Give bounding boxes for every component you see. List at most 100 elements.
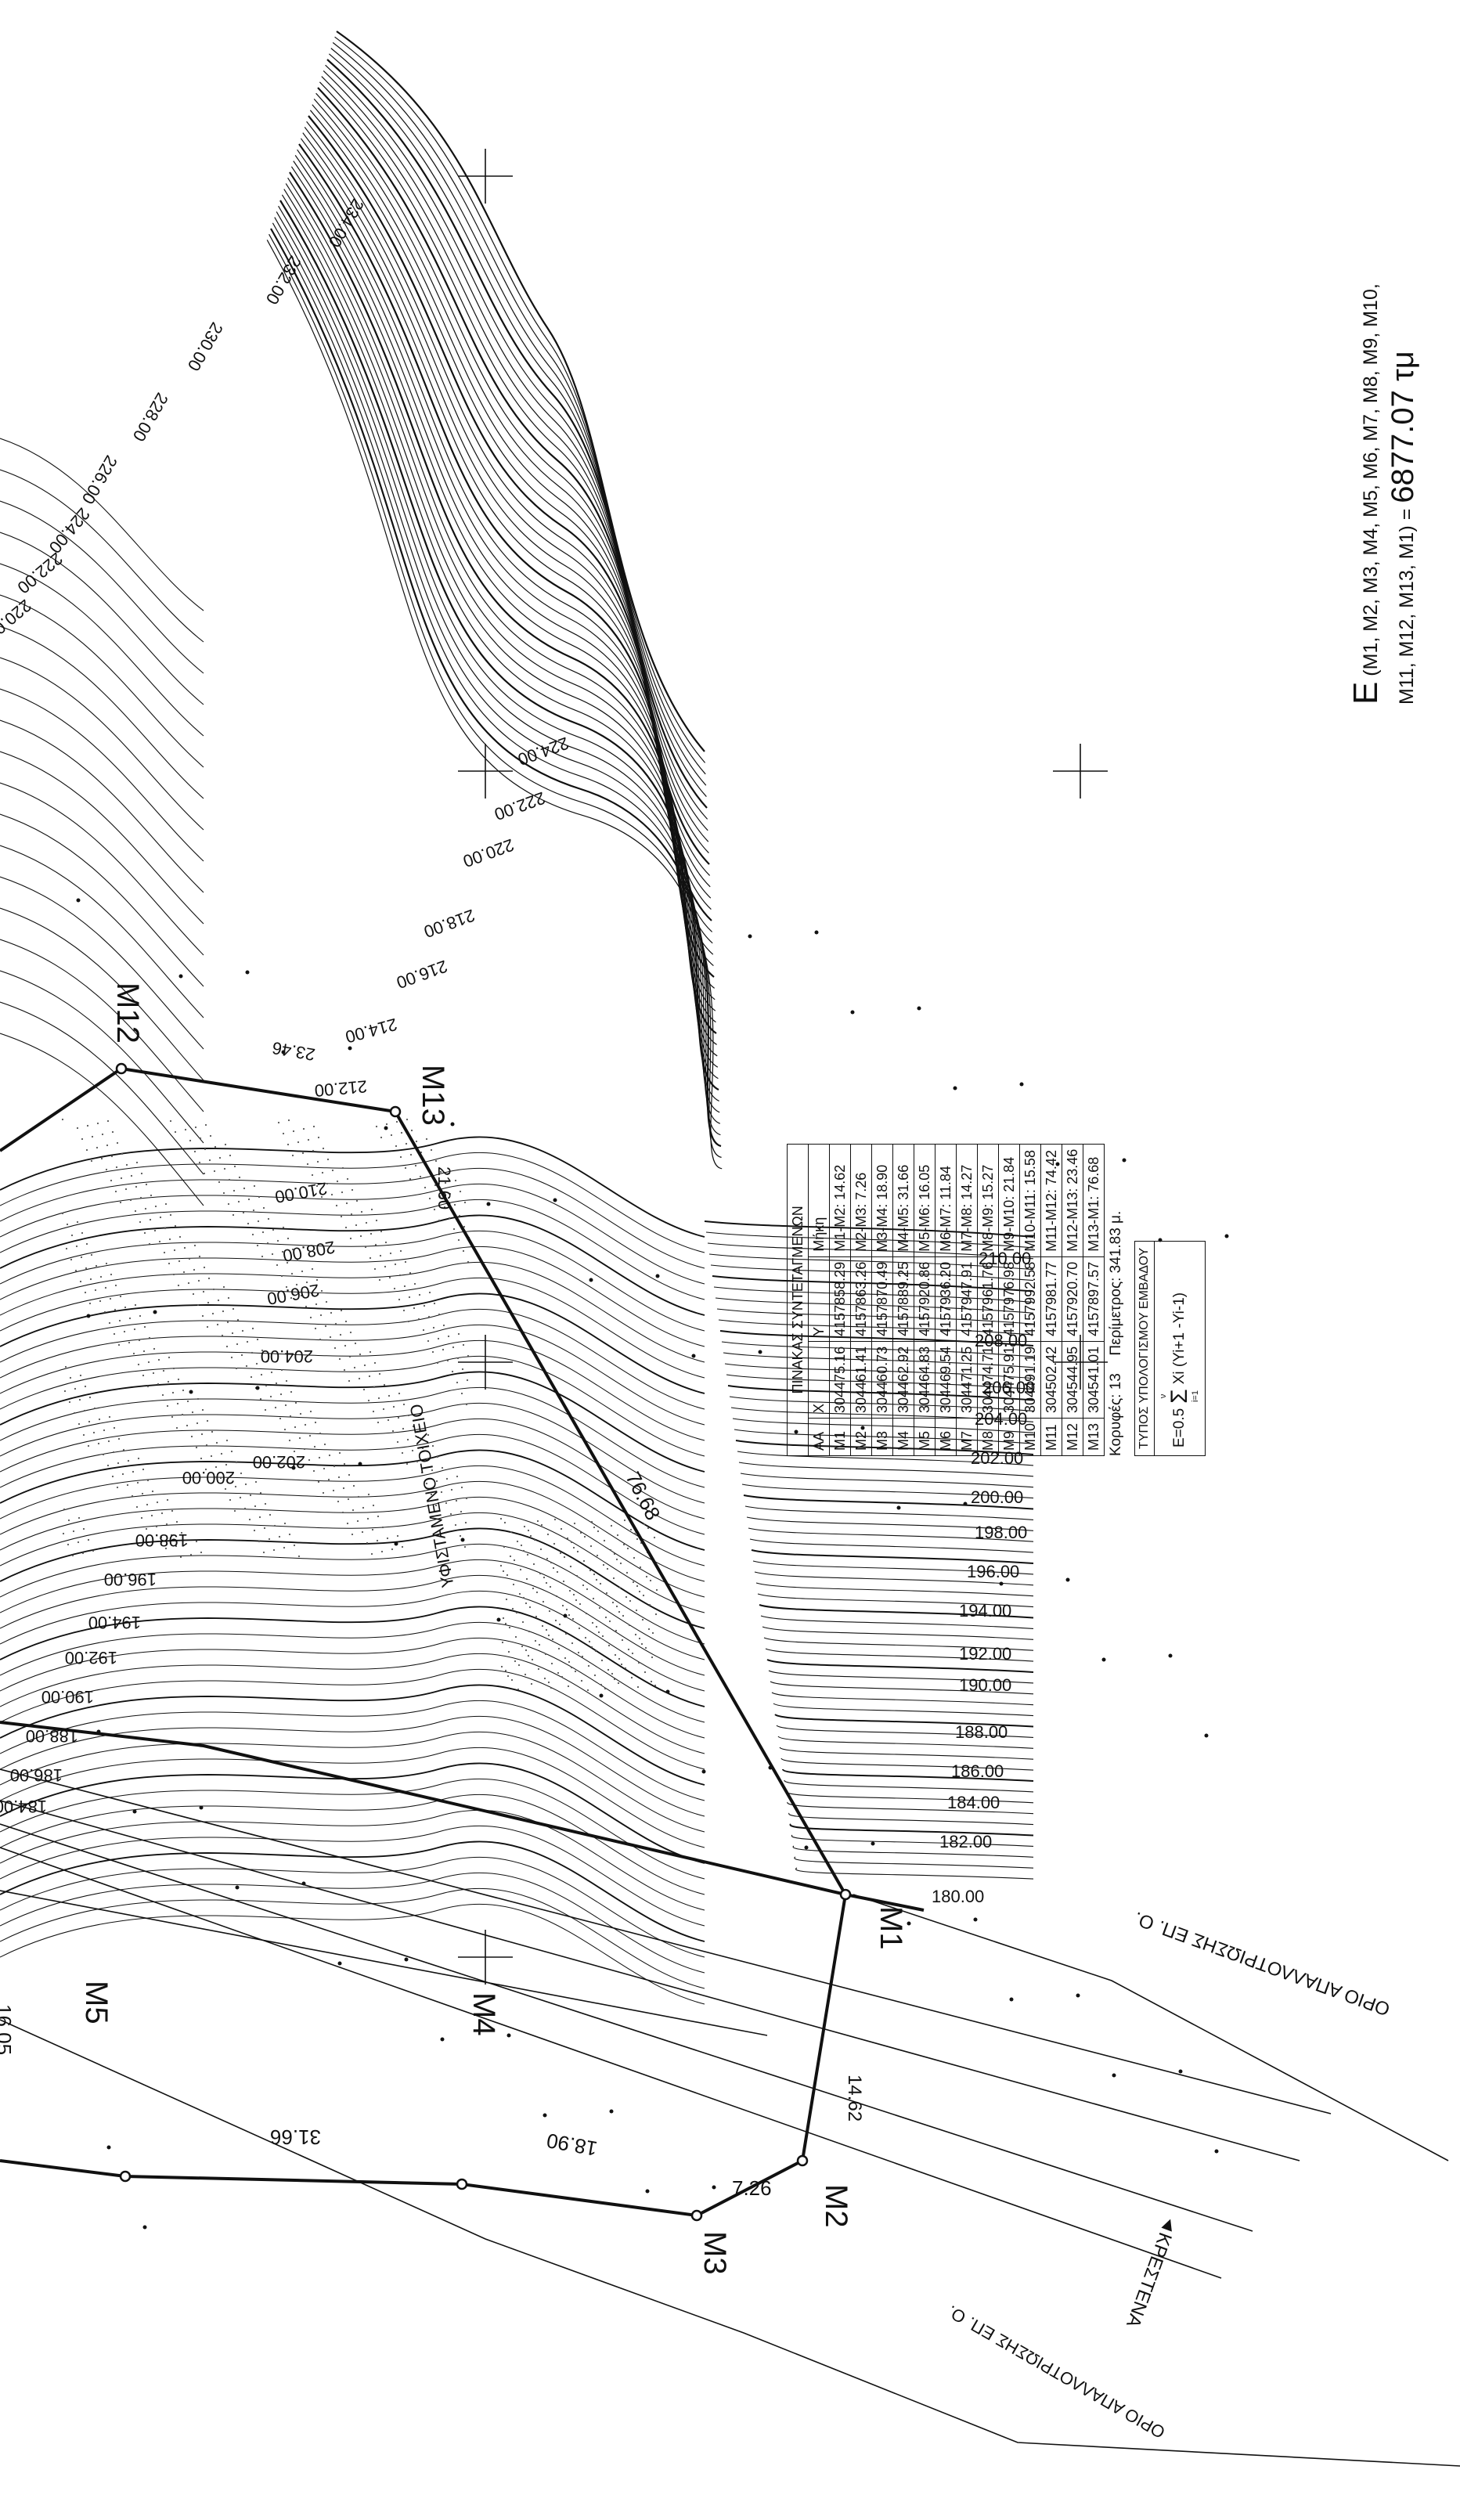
table-header-lengths: Μήκη bbox=[808, 1144, 830, 1257]
contour-line bbox=[0, 939, 204, 1112]
hatch-dot bbox=[610, 1524, 613, 1527]
hatch-dot bbox=[305, 1305, 308, 1308]
cell-aa: M9 bbox=[998, 1418, 1020, 1456]
hatch-dot bbox=[466, 1379, 469, 1382]
hatch-dot bbox=[641, 1618, 644, 1621]
hatch-dot bbox=[372, 1504, 375, 1507]
vertex-markers bbox=[115, 1062, 852, 2222]
hatch-dot bbox=[636, 1584, 639, 1588]
hatch-dot bbox=[313, 1445, 316, 1448]
hatch-dot bbox=[280, 1274, 283, 1278]
hatch-dot bbox=[118, 1319, 121, 1322]
hatch-dot bbox=[379, 1254, 382, 1257]
hatch-dot bbox=[92, 1431, 96, 1434]
hatch-dot bbox=[546, 1533, 550, 1536]
contour-line bbox=[741, 1484, 1034, 1499]
hatch-dot bbox=[448, 1217, 451, 1220]
hatch-dot bbox=[428, 1291, 431, 1294]
hatch-dot bbox=[298, 1437, 301, 1440]
contour-label: 198.00 bbox=[135, 1530, 188, 1550]
formula-expression: E=0.5 ν Σ i=1 Xi (Yi+1 -Yi-1) bbox=[1155, 1242, 1205, 1455]
contour-line bbox=[0, 1731, 705, 1833]
hatch-dot bbox=[341, 1511, 344, 1514]
hatch-dot bbox=[389, 1252, 392, 1255]
hatch-dot bbox=[136, 1481, 139, 1484]
spot-height bbox=[384, 1126, 388, 1130]
hatch-dot bbox=[388, 1394, 391, 1397]
hatch-dot bbox=[571, 1642, 574, 1645]
sigma-block: ν Σ i=1 bbox=[1159, 1389, 1200, 1404]
hatch-dot bbox=[243, 1507, 247, 1510]
cell-x: 304491.19 bbox=[1019, 1341, 1041, 1419]
hatch-dot bbox=[237, 1200, 240, 1203]
hatch-dot bbox=[520, 1544, 523, 1547]
hatch-dot bbox=[195, 1446, 198, 1449]
hatch-dot bbox=[210, 1455, 213, 1458]
hatch-dot bbox=[138, 1339, 141, 1342]
spot-height bbox=[460, 1538, 465, 1542]
contour-line bbox=[0, 1527, 705, 1629]
hatch-dot bbox=[283, 1522, 287, 1525]
contour-line bbox=[0, 782, 204, 956]
hatch-dot bbox=[396, 1440, 399, 1444]
vertices-count: Κορυφές: 13 bbox=[1108, 1373, 1124, 1456]
hatch-dot bbox=[149, 1218, 152, 1221]
hatch-dot bbox=[315, 1184, 319, 1188]
hatch-dot bbox=[173, 1249, 176, 1252]
hatch-dot bbox=[328, 1454, 331, 1457]
hatch-dot bbox=[307, 1138, 310, 1141]
hatch-dot bbox=[431, 1444, 434, 1447]
cell-x: 304475.16 bbox=[829, 1341, 851, 1419]
hatch-dot bbox=[222, 1310, 225, 1313]
hatch-dot bbox=[540, 1523, 543, 1527]
contour-line bbox=[727, 1385, 1034, 1401]
contour-line bbox=[0, 1856, 705, 1958]
hatch-dot bbox=[286, 1261, 289, 1264]
hatch-dot bbox=[88, 1302, 92, 1305]
hatch-dot bbox=[532, 1563, 535, 1566]
hatch-dot bbox=[110, 1155, 114, 1158]
hatch-dot bbox=[272, 1228, 275, 1231]
hatch-dot bbox=[433, 1302, 436, 1305]
hatch-dot bbox=[164, 1202, 168, 1206]
hatch-dot bbox=[120, 1177, 123, 1180]
hatch-dot bbox=[189, 1553, 193, 1556]
hatch-dot bbox=[463, 1201, 467, 1204]
hatch-dot bbox=[362, 1506, 365, 1509]
spot-height bbox=[1009, 1997, 1014, 2002]
hatch-dot bbox=[291, 1248, 294, 1251]
vertex-marker bbox=[839, 1888, 852, 1901]
hatch-dot bbox=[160, 1512, 164, 1515]
hatch-dot bbox=[182, 1271, 186, 1274]
contour-line bbox=[792, 1845, 1034, 1858]
hatch-dot bbox=[129, 1199, 132, 1202]
contour-line bbox=[330, 48, 707, 786]
hatch-dot bbox=[279, 1417, 282, 1420]
contour-line bbox=[0, 907, 204, 1081]
table-row: M4 304462.92 4157889.25 M4-M5: 31.66 bbox=[892, 1144, 914, 1456]
hatch-dot bbox=[420, 1471, 424, 1474]
hatch-dot bbox=[145, 1183, 148, 1186]
hatch-dot bbox=[84, 1291, 87, 1294]
hatch-dot bbox=[338, 1451, 341, 1455]
hatch-dot bbox=[63, 1390, 67, 1393]
hatch-dot bbox=[201, 1314, 204, 1318]
contour-label: 202.00 bbox=[252, 1452, 305, 1472]
contour-line bbox=[755, 1582, 1034, 1597]
hatch-dot bbox=[103, 1310, 106, 1314]
hatch-dot bbox=[438, 1219, 441, 1222]
spot-height bbox=[153, 1310, 157, 1314]
hatch-dot bbox=[617, 1682, 620, 1685]
hatch-dot bbox=[654, 1684, 657, 1687]
hatch-dot bbox=[377, 1515, 380, 1518]
hatch-dot bbox=[146, 1479, 150, 1482]
hatch-dot bbox=[456, 1475, 459, 1478]
contour-line bbox=[789, 1823, 1034, 1837]
hatch-dot bbox=[85, 1148, 88, 1152]
hatch-dot bbox=[256, 1244, 259, 1247]
hatch-dot bbox=[70, 1258, 73, 1261]
hatch-dot bbox=[649, 1579, 652, 1582]
hatch-dot bbox=[346, 1522, 349, 1525]
hatch-dot bbox=[247, 1198, 251, 1201]
spot-height bbox=[1019, 1082, 1024, 1087]
